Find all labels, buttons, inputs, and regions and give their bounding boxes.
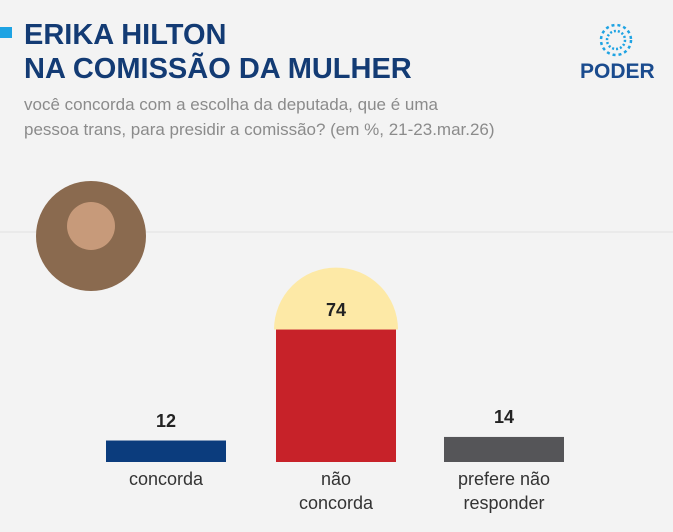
highlight <box>274 267 398 330</box>
x-tick-label: não concorda <box>298 469 374 513</box>
bar <box>444 436 564 462</box>
logo-icon <box>599 23 633 57</box>
bar <box>276 329 396 462</box>
chart-subtitle: você concorda com a escolha da deputada,… <box>24 95 495 139</box>
logo: PODER <box>580 60 655 83</box>
x-tick-label: prefere não responder <box>457 469 551 513</box>
value-label: 12 <box>155 410 177 431</box>
bar <box>106 440 226 462</box>
x-tick-label: concorda <box>128 469 204 489</box>
value-label: 14 <box>493 406 515 427</box>
chart-title: ERIKA HILTON NA COMISSÃO DA MULHER <box>24 19 412 85</box>
photo-face <box>67 202 115 250</box>
accent <box>0 27 12 38</box>
value-label: 74 <box>325 299 347 320</box>
